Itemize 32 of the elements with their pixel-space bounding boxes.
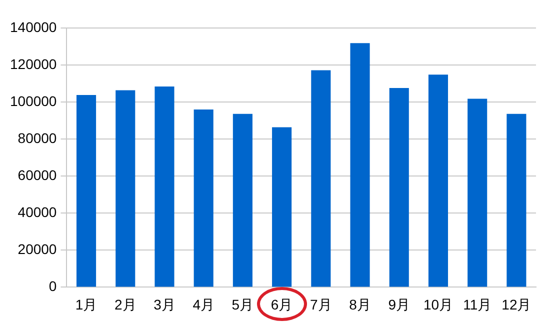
y-tick-label: 20000 <box>18 241 57 258</box>
x-tick-label: 5月 <box>232 296 254 312</box>
x-tick-label: 9月 <box>388 296 410 312</box>
bar <box>428 74 448 287</box>
x-tick-label: 3月 <box>154 296 176 312</box>
x-tick-label: 2月 <box>114 296 136 312</box>
y-tick-label: 140000 <box>10 18 57 35</box>
bar <box>350 43 370 287</box>
bar <box>311 70 331 287</box>
x-tick-label: 11月 <box>463 296 492 312</box>
x-tick-label: 6月 <box>270 296 293 312</box>
x-tick-label: 4月 <box>192 296 214 312</box>
x-tick-label: 12月 <box>502 296 532 312</box>
bar <box>389 88 409 287</box>
bar <box>154 86 174 287</box>
bar <box>116 90 136 287</box>
x-tick-label: 1月 <box>75 296 98 312</box>
y-tick-label: 40000 <box>18 204 57 220</box>
x-tick-label: 10月 <box>423 296 454 312</box>
bar <box>468 98 488 287</box>
y-tick-label: 60000 <box>18 166 57 183</box>
x-tick-label: 7月 <box>310 296 332 312</box>
bar <box>272 127 292 287</box>
bar <box>506 114 526 287</box>
y-tick-label: 100000 <box>10 92 57 109</box>
bar <box>232 114 252 287</box>
x-tick-label: 8月 <box>349 296 371 312</box>
bar <box>194 109 214 287</box>
y-tick-label: 120000 <box>10 56 57 72</box>
bar <box>76 95 96 287</box>
y-tick-label: 80000 <box>18 130 57 146</box>
y-tick-label: 0 <box>48 278 57 294</box>
